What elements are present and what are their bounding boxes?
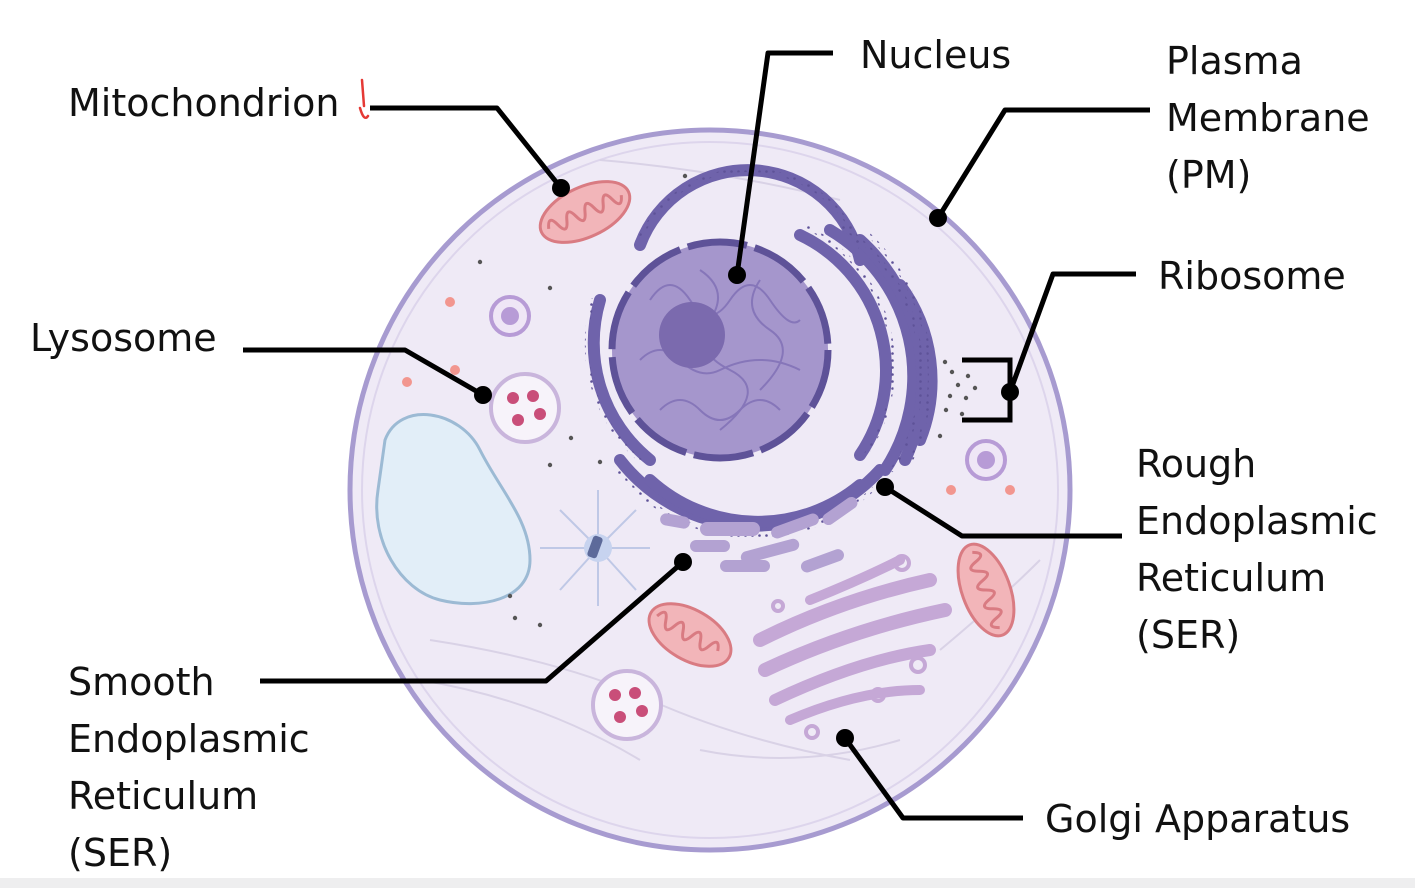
bottom-strip <box>0 878 1415 888</box>
centrosome <box>540 490 650 606</box>
mitochondrion-2 <box>647 602 733 668</box>
label-smooth-er-line-1: Smooth <box>68 660 215 704</box>
nucleolus <box>659 302 725 368</box>
label-nucleus: Nucleus <box>860 33 1012 77</box>
dot-rough-er <box>876 478 894 496</box>
label-rough-er-line-4: (SER) <box>1136 613 1241 657</box>
golgi-body <box>753 555 952 725</box>
dot-ribosome <box>1001 383 1019 401</box>
vesicle-1 <box>489 295 531 337</box>
small-vesicles <box>402 297 1015 495</box>
label-lysosome: Lysosome <box>30 316 217 360</box>
label-smooth-er: Smooth Endoplasmic Reticulum (SER) <box>68 654 310 882</box>
dot-mitochondrion <box>552 179 570 197</box>
mitochondrion-3 <box>956 542 1016 638</box>
cytoskeleton-fiber <box>419 679 641 761</box>
dot-smooth-er <box>674 553 692 571</box>
leader-lines <box>243 50 1150 821</box>
leader-lysosome <box>243 347 485 398</box>
leader-smooth-er <box>260 560 685 684</box>
smooth-er-body <box>660 496 858 573</box>
leader-plasma-membrane <box>935 107 1150 220</box>
vacuole <box>375 413 532 606</box>
label-ribosome: Ribosome <box>1158 254 1346 298</box>
leader-golgi <box>842 736 1023 821</box>
golgi-vesicles <box>771 554 927 740</box>
leader-rough-er <box>883 484 1122 539</box>
leader-nucleus <box>734 50 833 276</box>
free-ribosomes <box>477 173 978 628</box>
dot-plasma-membrane <box>929 209 947 227</box>
lysosome-2 <box>591 669 663 741</box>
leader-mitochondrion <box>370 105 563 190</box>
cytoskeleton-fiber <box>699 739 901 759</box>
label-smooth-er-line-2: Endoplasmic <box>68 717 310 761</box>
leader-endpoints <box>474 179 1019 747</box>
label-mitochondrion: Mitochondrion <box>68 81 340 125</box>
vesicle-2 <box>965 439 1007 481</box>
label-plasma-membrane-line-3: (PM) <box>1166 153 1252 197</box>
lysosome-1 <box>489 372 561 444</box>
label-rough-er-line-1: Rough <box>1136 442 1257 486</box>
label-smooth-er-line-3: Reticulum <box>68 774 259 818</box>
nucleus-body <box>608 238 832 462</box>
label-plasma-membrane-line-2: Membrane <box>1166 96 1370 140</box>
cytoplasm-border <box>361 141 1059 839</box>
leader-ribosome <box>1007 271 1136 393</box>
label-rough-er-line-2: Endoplasmic <box>1136 499 1378 543</box>
label-smooth-er-line-4: (SER) <box>68 831 173 875</box>
label-golgi: Golgi Apparatus <box>1045 797 1351 841</box>
annotation-mark <box>358 78 370 119</box>
label-rough-er: Rough Endoplasmic Reticulum (SER) <box>1136 436 1378 664</box>
dot-nucleus <box>728 266 746 284</box>
label-plasma-membrane: Plasma Membrane (PM) <box>1166 33 1370 204</box>
label-plasma-membrane-line-1: Plasma <box>1166 39 1303 83</box>
label-rough-er-line-3: Reticulum <box>1136 556 1327 600</box>
dot-golgi <box>836 729 854 747</box>
dot-lysosome <box>474 386 492 404</box>
